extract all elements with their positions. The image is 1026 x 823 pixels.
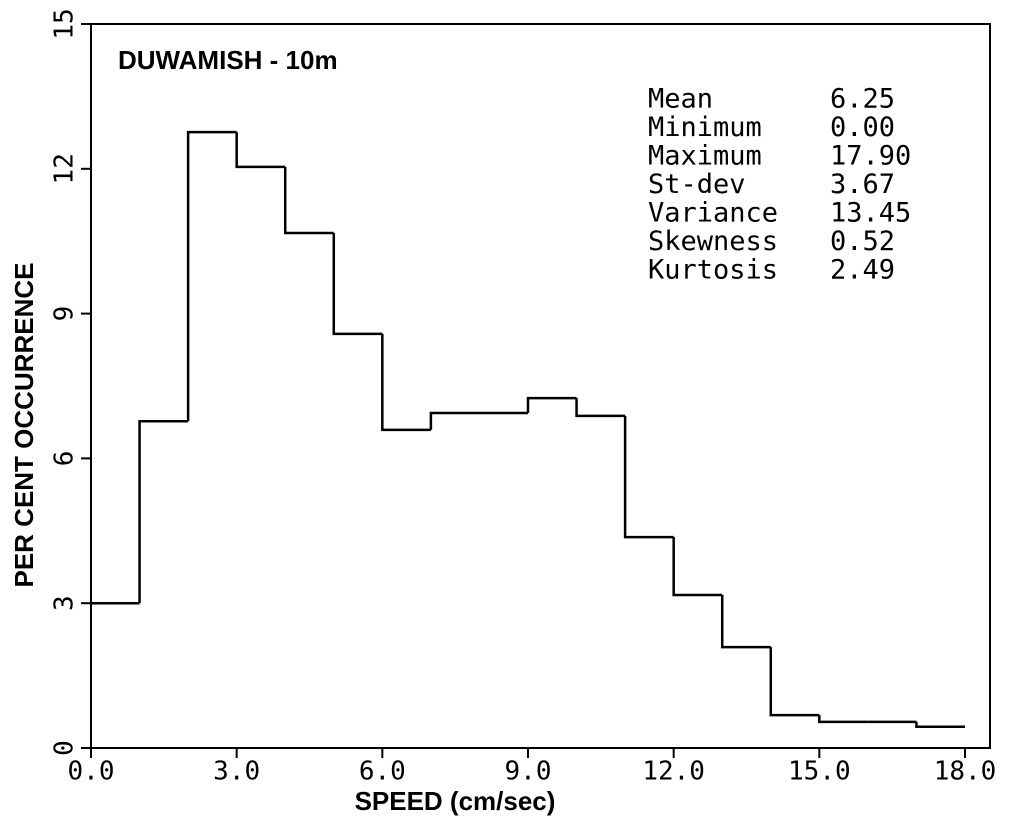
chart-title: DUWAMISH - 10m — [118, 45, 338, 75]
histogram-bin — [769, 647, 820, 717]
histogram-bin — [332, 232, 383, 336]
y-tick-label: 3 — [50, 595, 80, 611]
x-tick-label: 3.0 — [213, 757, 260, 787]
stat-name: Skewness — [648, 226, 778, 257]
stat-name: Maximum — [648, 141, 762, 172]
stat-name: Minimum — [648, 112, 762, 143]
stat-value: 13.45 — [830, 198, 911, 229]
plot-frame — [90, 23, 991, 749]
x-tick-label: 18.0 — [934, 757, 997, 787]
stat-value: 17.90 — [830, 141, 911, 172]
histogram-bin — [283, 166, 334, 235]
stat-name: Kurtosis — [648, 255, 778, 286]
y-tick-label: 12 — [50, 153, 80, 184]
y-tick-label: 6 — [50, 451, 80, 467]
stat-value: 0.52 — [830, 226, 895, 257]
stat-value: 6.25 — [830, 84, 895, 115]
histogram-bin — [138, 419, 189, 604]
x-tick-label: 12.0 — [642, 757, 705, 787]
stat-value: 0.00 — [830, 112, 895, 143]
histogram-bin — [186, 130, 237, 422]
x-tick-label: 15.0 — [788, 757, 851, 787]
stat-name: St-dev — [648, 169, 746, 200]
histogram-bin — [818, 715, 868, 724]
y-tick-label: 9 — [50, 306, 80, 322]
stat-value: 3.67 — [830, 169, 895, 200]
y-tick-label: 15 — [50, 8, 80, 39]
histogram-bin — [672, 537, 723, 597]
histogram-bin — [526, 396, 577, 414]
x-tick-label: 0.0 — [68, 757, 115, 787]
stat-value: 2.49 — [830, 255, 895, 286]
histogram-bin — [235, 132, 286, 169]
histogram-bin — [381, 333, 431, 432]
x-axis-label: SPEED (cm/sec) — [355, 786, 556, 816]
histogram-bin — [623, 415, 674, 539]
y-tick-label: 0 — [50, 740, 80, 756]
histogram-bin — [915, 721, 965, 729]
histogram-bin — [720, 594, 771, 649]
x-tick-label: 6.0 — [359, 757, 406, 787]
stat-name: Variance — [648, 198, 778, 229]
histogram-bin — [575, 398, 626, 418]
stat-name: Mean — [648, 84, 713, 115]
histogram-bin — [429, 411, 480, 430]
x-tick-label: 9.0 — [505, 757, 552, 787]
y-axis-label: PER CENT OCCURRENCE — [9, 262, 39, 587]
